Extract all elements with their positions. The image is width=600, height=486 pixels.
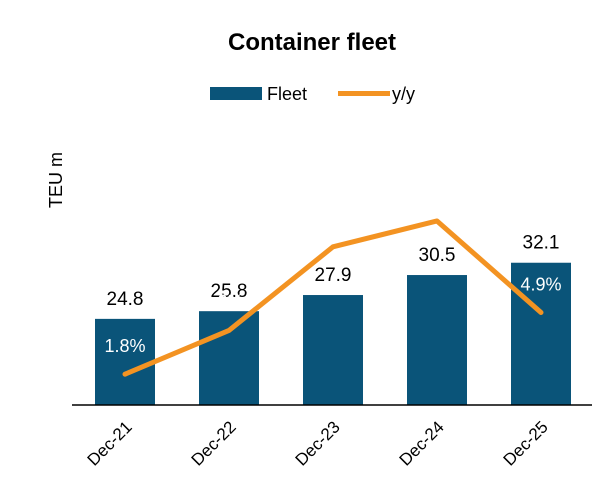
yy-value-label: 1.8% [104,336,145,356]
legend-fleet-swatch [210,87,262,100]
yy-line [122,218,544,377]
x-tick-label: Dec-25 [500,417,552,469]
legend-yy-swatch [338,91,390,96]
yy-line-series [122,218,544,377]
yy-value-label: 9.5% [410,183,451,203]
fleet-value-label: 32.1 [523,233,560,254]
yy-value-label: 4.9% [520,274,561,294]
chart-title: Container fleet [228,29,396,56]
x-tick-label: Dec-22 [188,417,240,469]
x-axis-ticks: Dec-21 Dec-22 Dec-23 Dec-24 Dec-25 [84,417,552,469]
fleet-bar-dec-21 [95,318,155,405]
fleet-bar-dec-22 [199,311,259,405]
fleet-value-label: 25.8 [211,281,248,302]
x-tick-label: Dec-24 [396,417,448,469]
fleet-value-label: 24.8 [107,289,144,310]
legend: Fleet y/y [210,84,415,104]
yy-value-label: 4.0% [202,291,243,311]
fleet-bar-dec-24 [407,275,467,405]
legend-fleet-label: Fleet [267,84,307,104]
yy-value-label: 8.2% [309,209,350,229]
fleet-bar-dec-25 [511,262,571,405]
x-tick-label: Dec-21 [84,417,136,469]
x-tick-label: Dec-23 [292,417,344,469]
yy-value-labels: 1.8% 4.0% 8.2% 9.5% 4.9% [104,183,561,356]
fleet-bars [95,262,571,405]
fleet-value-label: 27.9 [315,265,352,286]
fleet-value-label: 30.5 [419,245,456,266]
fleet-value-labels: 24.8 25.8 27.9 30.5 32.1 [107,233,560,310]
fleet-bar-dec-23 [303,295,363,405]
legend-yy-label: y/y [392,84,415,104]
y-axis-label: TEU m [46,152,66,208]
